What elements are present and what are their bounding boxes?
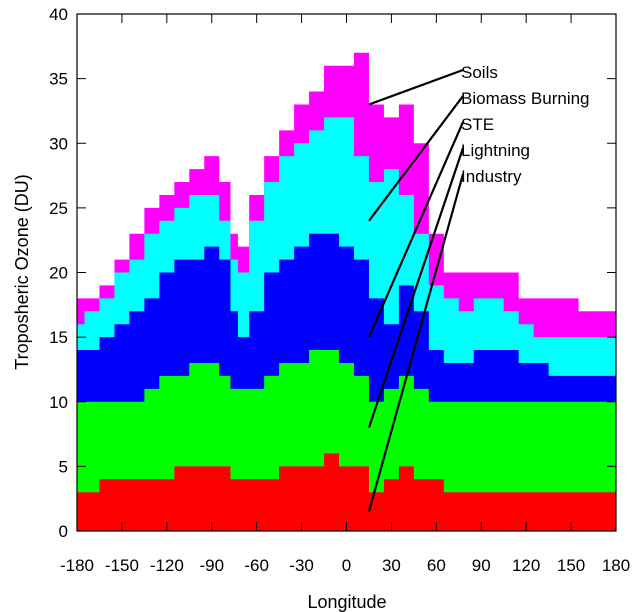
x-tick-label: -90 [199, 556, 224, 575]
x-tick-label: -150 [105, 556, 139, 575]
y-tick-label: 5 [59, 457, 68, 476]
x-tick-label: 0 [342, 556, 351, 575]
x-tick-label: -30 [289, 556, 314, 575]
x-tick-label: -60 [244, 556, 269, 575]
y-tick-label: 35 [49, 70, 68, 89]
series-labels: Soils Biomass Burning STE Lightning Industry [461, 63, 590, 186]
y-tick-label: 40 [49, 5, 68, 24]
x-tick-label: -180 [60, 556, 94, 575]
y-tick-label: 20 [49, 264, 68, 283]
label-soils: Soils [461, 63, 498, 82]
area-industry [77, 453, 616, 531]
pointer-industry [367, 173, 465, 512]
x-tick-label: 180 [602, 556, 630, 575]
label-industry: Industry [461, 167, 522, 186]
label-pointers [367, 68, 465, 512]
x-tick-label: 150 [557, 556, 585, 575]
y-tick-label: 10 [49, 393, 68, 412]
y-axis-title: Troposheric Ozone (DU) [12, 174, 32, 369]
x-tick-label: 30 [382, 556, 401, 575]
x-tick-label: -120 [150, 556, 184, 575]
x-tick-label: 90 [472, 556, 491, 575]
x-axis: -180 -150 -120 -90 -60 -30 0 30 60 90 120 150 180 [60, 14, 630, 575]
pointer-soils [368, 68, 464, 106]
x-axis-title: Longitude [307, 592, 386, 612]
y-tick-label: 30 [49, 134, 68, 153]
pointer-ste [367, 121, 465, 338]
pointer-biomass-burning [368, 95, 464, 222]
x-tick-label: 60 [427, 556, 446, 575]
y-tick-label: 25 [49, 199, 68, 218]
y-tick-label: 15 [49, 328, 68, 347]
y-axis: 0 5 10 15 20 25 30 35 40 [49, 5, 616, 541]
area-layers [77, 52, 616, 532]
label-lightning: Lightning [461, 141, 530, 160]
x-tick-label: 120 [512, 556, 540, 575]
pointer-lightning [367, 147, 465, 428]
y-tick-label: 0 [59, 522, 68, 541]
label-ste: STE [461, 115, 494, 134]
label-biomass-burning: Biomass Burning [461, 89, 590, 108]
